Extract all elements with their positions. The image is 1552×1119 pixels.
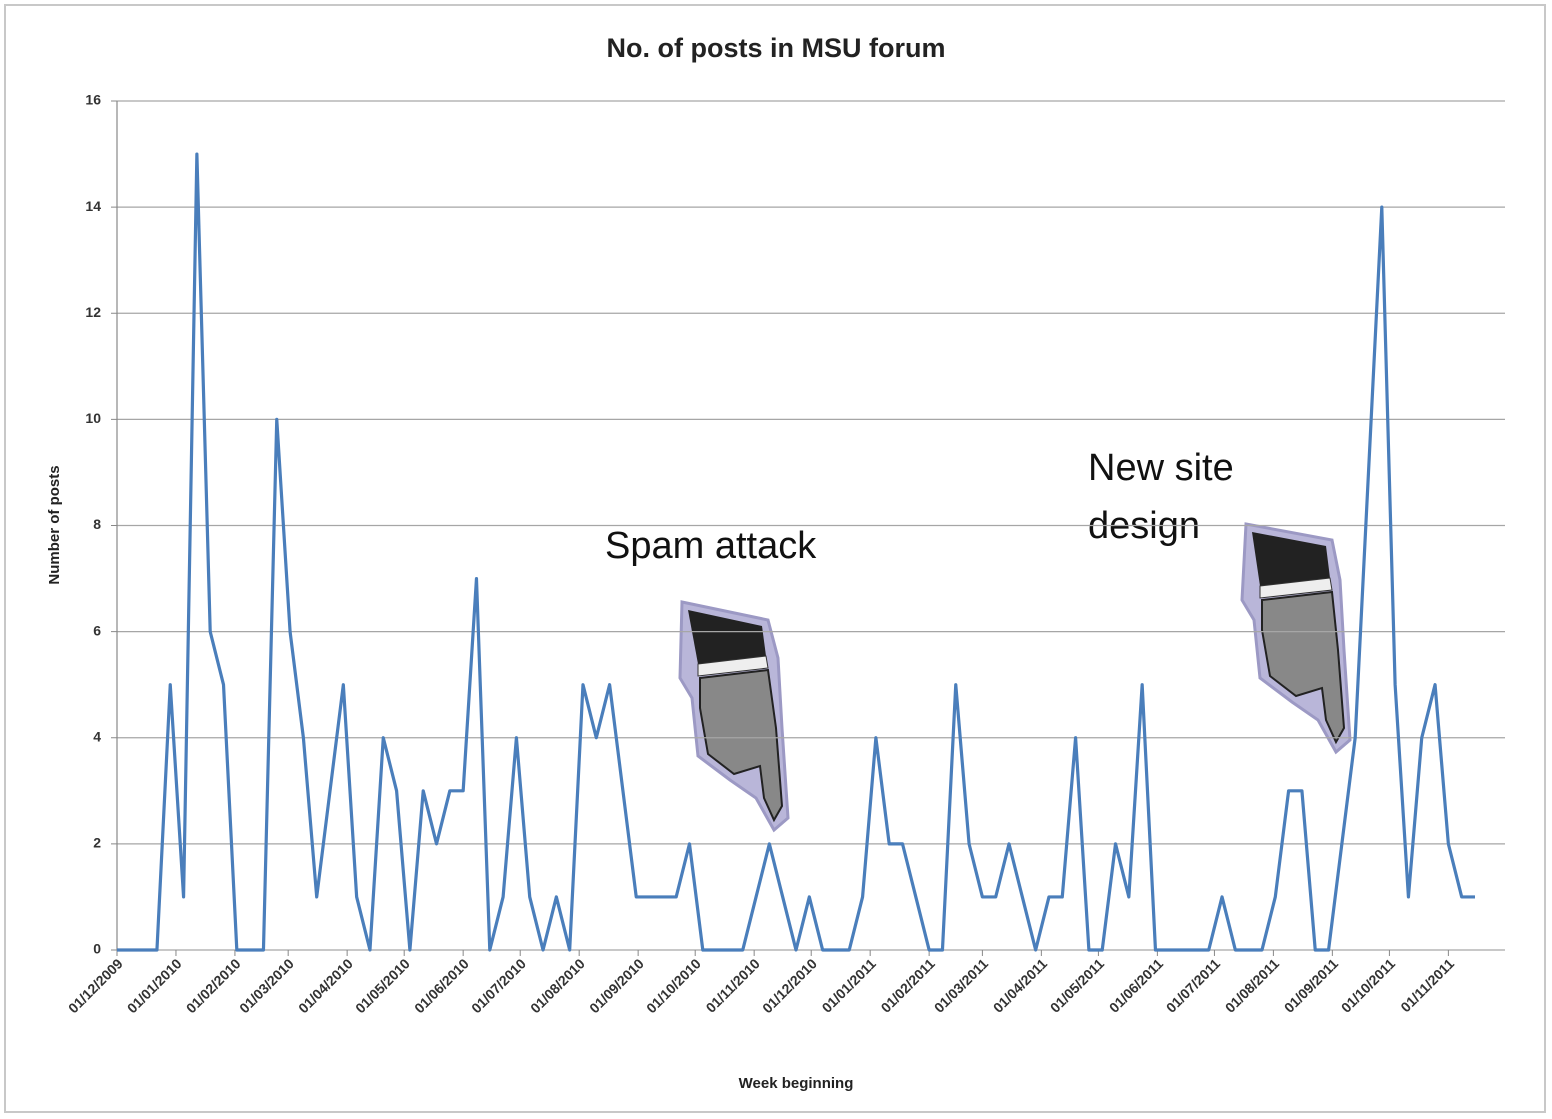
pointing-hand-icon: [1240, 522, 1352, 755]
y-axis-title: Number of posts: [46, 465, 63, 584]
chart-title: No. of posts in MSU forum: [607, 33, 946, 63]
y-tick-label: 16: [85, 92, 101, 108]
y-tick-label: 10: [85, 410, 101, 426]
y-tick-label: 6: [93, 622, 101, 638]
y-tick-label: 14: [85, 198, 101, 214]
y-tick-label: 12: [85, 304, 101, 320]
annotation: New site: [1088, 447, 1234, 489]
y-tick-label: 0: [93, 941, 101, 957]
y-tick-label: 2: [93, 835, 101, 851]
pointing-hand-icon: [678, 600, 790, 833]
data-line: [117, 152, 1475, 952]
annotation: Spam attack: [605, 525, 817, 567]
y-tick-label: 4: [93, 728, 101, 744]
x-axis-title: Week beginning: [739, 1075, 854, 1092]
y-tick-label: 8: [93, 516, 101, 532]
